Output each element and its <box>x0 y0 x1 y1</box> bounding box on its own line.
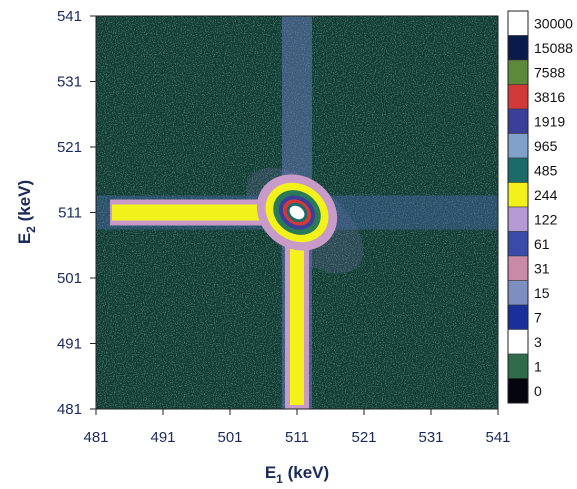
y-tick-label: 501 <box>57 270 82 287</box>
x-axis-title: E1 (keV) <box>265 463 329 486</box>
colorbar-label: 244 <box>534 187 558 203</box>
colorbar-swatch <box>507 108 529 134</box>
colorbar-label: 485 <box>534 162 558 178</box>
x-tick-label: 491 <box>150 429 175 446</box>
colorbar-label: 965 <box>534 138 558 154</box>
x-tick-label: 521 <box>351 429 376 446</box>
colorbar-label: 0 <box>534 383 542 399</box>
x-tick-label: 481 <box>83 429 108 446</box>
colorbar-swatch <box>507 231 529 257</box>
colorbar-frame <box>507 10 529 404</box>
colorbar-label: 15 <box>534 285 550 301</box>
colorbar-swatch <box>507 280 529 306</box>
x-tick-label: 531 <box>418 429 443 446</box>
colorbar-label: 15088 <box>534 40 573 56</box>
heat-layer <box>96 16 498 409</box>
y-tick-label: 541 <box>57 8 82 25</box>
colorbar: 3000015088758838161919965485244122613115… <box>507 10 573 404</box>
y-tick-label: 491 <box>57 336 82 353</box>
y-tick-label: 531 <box>57 74 82 91</box>
colorbar-swatch <box>507 304 529 330</box>
colorbar-swatch <box>507 206 529 232</box>
y-axis: 481 491 501 511 521 531 541 <box>57 8 96 418</box>
y-tick-label: 521 <box>57 139 82 156</box>
colorbar-swatch <box>507 182 529 208</box>
colorbar-label: 61 <box>534 236 550 252</box>
colorbar-label: 7588 <box>534 64 565 80</box>
x-tick-label: 511 <box>285 429 309 446</box>
colorbar-label: 30000 <box>534 15 573 31</box>
colorbar-swatch <box>507 59 529 85</box>
x-axis: 481 491 501 511 521 531 541 <box>83 409 511 446</box>
plot-area <box>95 15 499 410</box>
colorbar-label: 3816 <box>534 89 565 105</box>
x-tick-label: 541 <box>485 429 510 446</box>
colorbar-swatch <box>507 84 529 110</box>
colorbar-label: 122 <box>534 211 558 227</box>
colorbar-label: 31 <box>534 260 550 276</box>
colorbar-swatch <box>507 133 529 159</box>
colorbar-swatch <box>507 378 529 404</box>
colorbar-swatch <box>507 255 529 281</box>
vertical-ridge-core <box>290 212 304 405</box>
colorbar-label: 7 <box>534 309 542 325</box>
colorbar-label: 1 <box>534 358 542 374</box>
peak-contour-6 <box>289 205 305 220</box>
y-tick-label: 481 <box>57 401 82 418</box>
colorbar-label: 3 <box>534 334 542 350</box>
colorbar-swatch <box>507 10 529 36</box>
colorbar-label: 1919 <box>534 113 565 129</box>
colorbar-swatch <box>507 35 529 61</box>
colorbar-swatch <box>507 157 529 183</box>
y-axis-title: E2 (keV) <box>15 180 38 244</box>
horizontal-ridge-core <box>112 204 297 221</box>
y-tick-label: 511 <box>58 205 82 222</box>
colorbar-swatch <box>507 353 529 379</box>
x-tick-label: 501 <box>217 429 242 446</box>
colorbar-swatch <box>507 329 529 355</box>
